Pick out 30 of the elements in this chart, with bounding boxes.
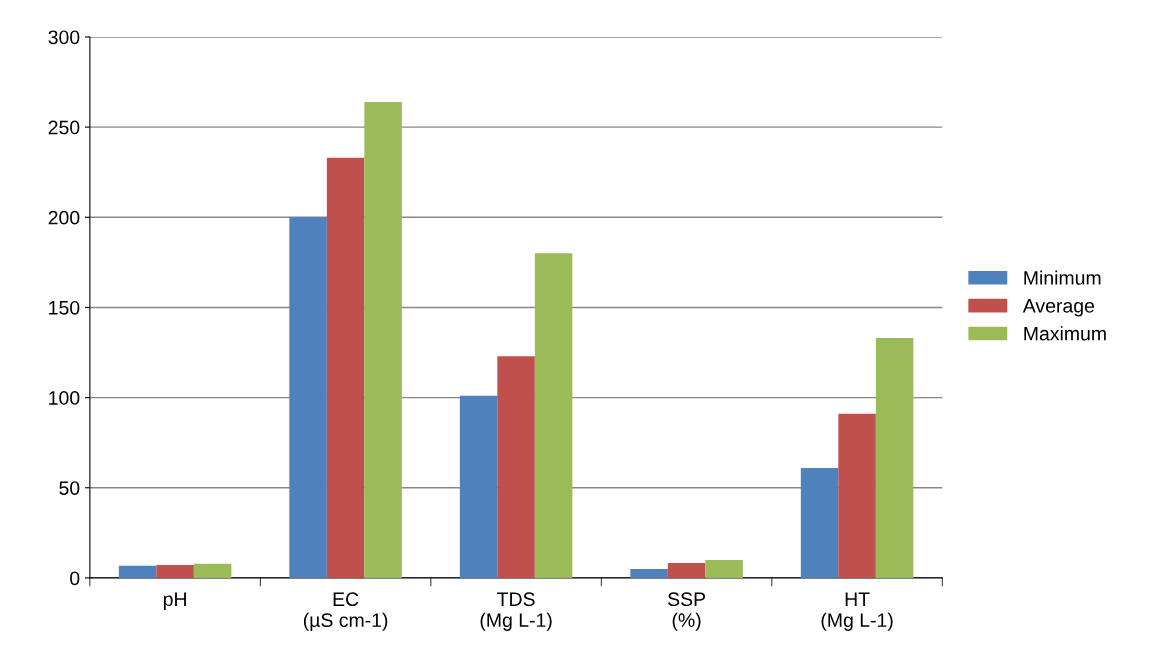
x-tick-label: EC (µS cm-1) bbox=[303, 592, 388, 631]
bar bbox=[364, 101, 402, 578]
bar bbox=[156, 565, 194, 578]
legend-label: Minimum bbox=[1024, 270, 1101, 285]
y-tick-label: 150 bbox=[49, 300, 80, 315]
x-tick-label: HT (Mg L-1) bbox=[821, 592, 893, 631]
bar bbox=[705, 559, 743, 578]
x-tick-label: pH bbox=[163, 592, 186, 610]
bar bbox=[667, 562, 706, 578]
x-tick-label: TDS (Mg L-1) bbox=[480, 592, 552, 631]
legend-label: Average bbox=[1022, 299, 1095, 317]
bar bbox=[630, 568, 668, 578]
y-tick-label: 50 bbox=[59, 481, 80, 495]
bar bbox=[534, 253, 573, 578]
y-tick-label: 300 bbox=[48, 30, 80, 45]
bar bbox=[875, 338, 914, 578]
bar bbox=[118, 565, 157, 578]
y-tick-label: 200 bbox=[48, 210, 80, 225]
bar bbox=[838, 413, 876, 578]
bar bbox=[326, 157, 365, 578]
y-tick-label: 0 bbox=[70, 571, 80, 586]
y-tick-label: 100 bbox=[49, 391, 80, 405]
bar bbox=[497, 356, 535, 578]
x-tick-label: SSP (%) bbox=[668, 592, 706, 631]
y-tick-label: 250 bbox=[48, 120, 80, 135]
legend-label: Maximum bbox=[1024, 326, 1106, 341]
bar bbox=[800, 467, 839, 578]
bar bbox=[193, 563, 232, 578]
bar bbox=[289, 217, 327, 578]
bar bbox=[459, 395, 498, 578]
